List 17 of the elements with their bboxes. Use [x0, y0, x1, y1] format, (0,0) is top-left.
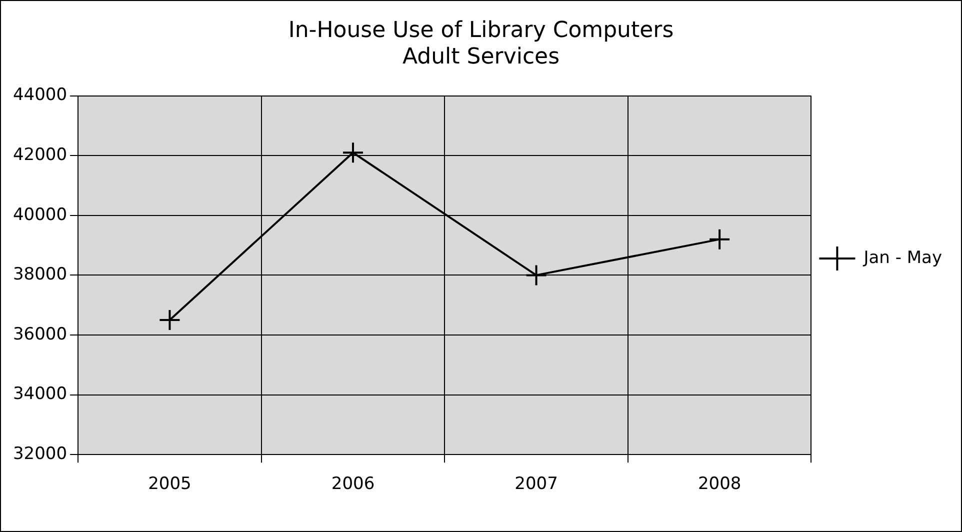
- chart-title: In-House Use of Library Computers Adult Services: [288, 18, 674, 70]
- y-tick-label: 42000: [12, 145, 68, 166]
- x-tick-label: 2006: [331, 474, 375, 494]
- y-tick-label: 34000: [12, 384, 68, 404]
- point: [342, 142, 364, 164]
- y-tick-label: 32000: [12, 444, 68, 464]
- point: [158, 309, 181, 332]
- point: [525, 264, 548, 286]
- x-tick-label: 2005: [148, 474, 192, 494]
- y-tick-label: 36000: [12, 324, 68, 344]
- y-tick-label: 44000: [12, 85, 68, 106]
- y-tick-label: 40000: [12, 204, 68, 225]
- legend-label: Jan - May: [862, 248, 942, 268]
- y-tick-label: 38000: [12, 264, 68, 285]
- x-tick-label: 2007: [514, 474, 558, 494]
- point: [708, 228, 731, 250]
- x-tick-label: 2008: [698, 474, 742, 494]
